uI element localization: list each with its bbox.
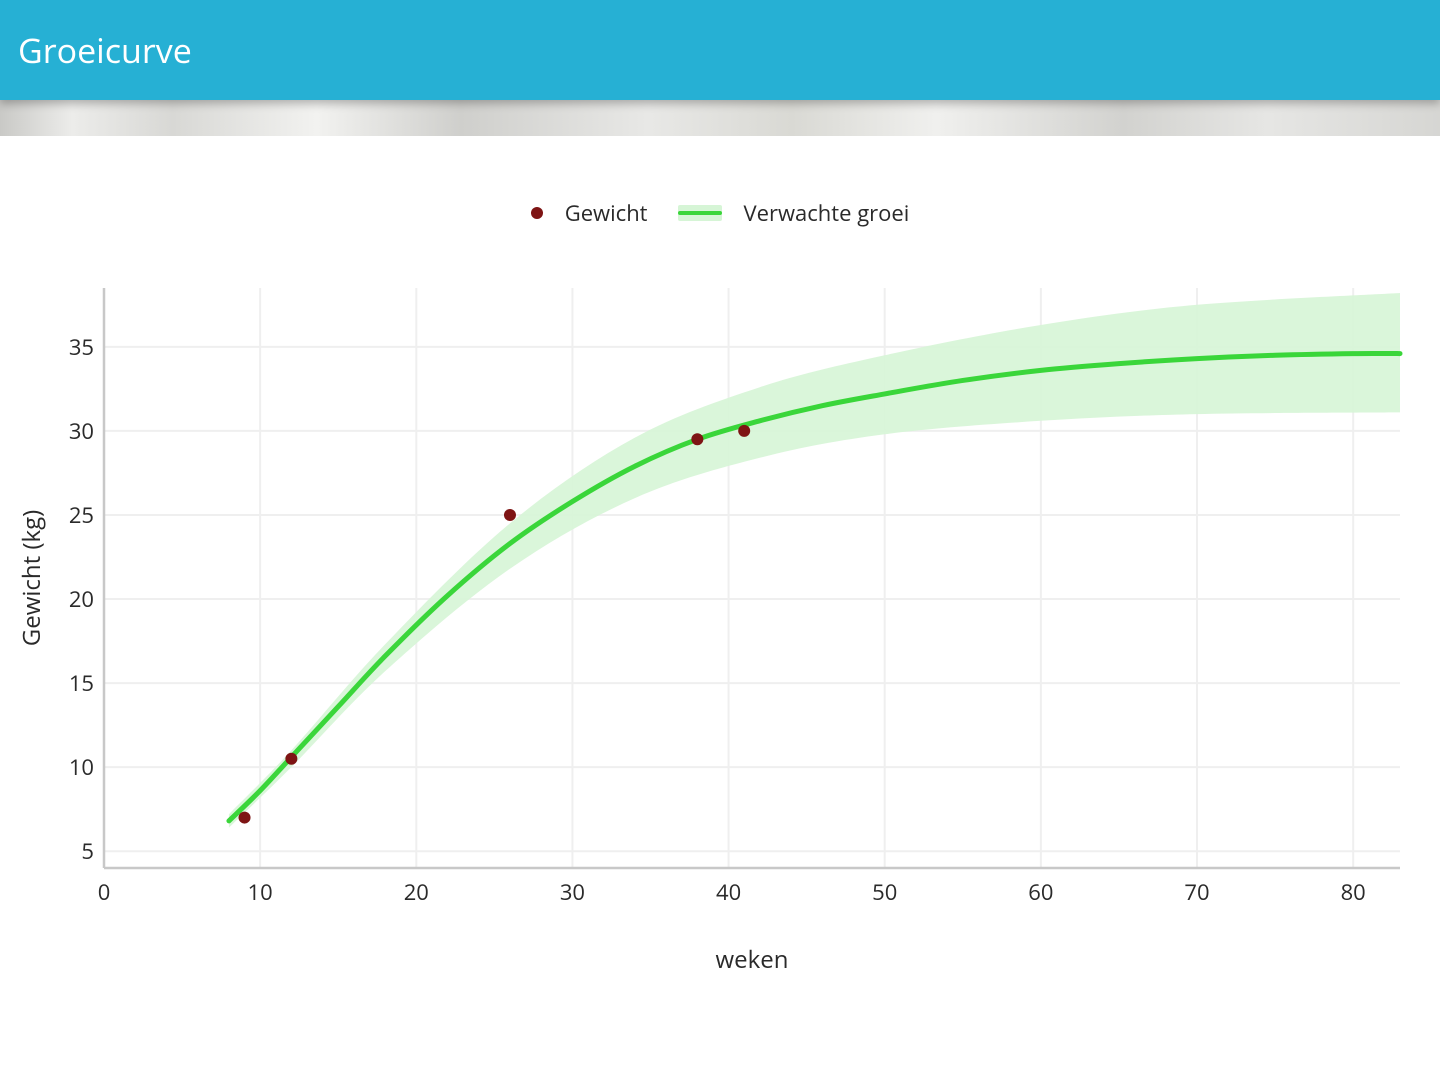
x-tick-label: 30 [560,877,585,907]
y-tick-label: 30 [69,416,94,446]
legend-line-icon [678,203,722,223]
page-title: Groeicurve [18,27,192,73]
y-axis-title: Gewicht (kg) [15,510,48,646]
x-tick-label: 0 [98,877,111,907]
y-tick-label: 35 [69,332,94,362]
y-tick-label: 25 [69,500,94,530]
measurement-point[interactable] [239,812,251,824]
x-tick-label: 60 [1028,877,1053,907]
legend-item-gewicht[interactable]: Gewicht [531,198,648,228]
legend-label: Gewicht [565,198,648,228]
y-tick-label: 15 [69,668,94,698]
measurement-point[interactable] [738,425,750,437]
legend-dot-icon [531,207,543,219]
y-tick-label: 10 [69,752,94,782]
legend-item-verwachte-groei[interactable]: Verwachte groei [678,198,910,228]
x-tick-label: 40 [716,877,741,907]
measurement-point[interactable] [285,753,297,765]
app-header: Groeicurve [0,0,1440,100]
x-tick-label: 70 [1184,877,1209,907]
chart-legend: Gewicht Verwachte groei [0,198,1440,228]
decorative-band [0,98,1440,136]
x-tick-label: 20 [404,877,429,907]
chart-container: Gewicht Verwachte groei 0 10 20 30 40 50 60 70 8… [0,198,1440,1048]
y-tick-label: 5 [81,836,94,866]
legend-label: Verwachte groei [744,198,910,228]
measurement-point[interactable] [691,433,703,445]
x-tick-label: 50 [872,877,897,907]
growth-chart[interactable]: 0 10 20 30 40 50 60 70 80 5 10 15 20 25 30 35 weken Gewic… [0,268,1440,1048]
x-tick-label: 80 [1341,877,1366,907]
measurement-point[interactable] [504,509,516,521]
y-tick-label: 20 [69,584,94,614]
x-axis-title: weken [716,943,789,976]
x-tick-label: 10 [248,877,273,907]
